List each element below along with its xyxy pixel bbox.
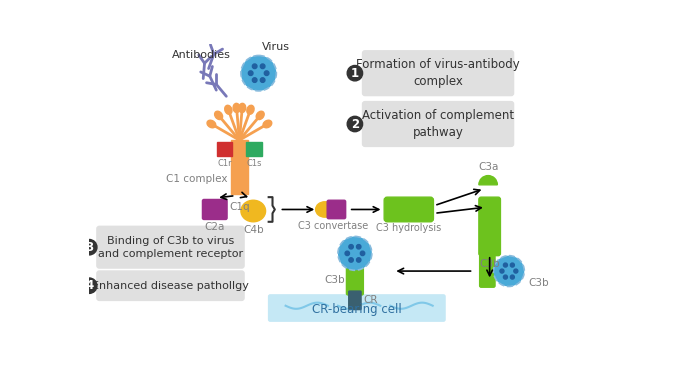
Circle shape: [360, 251, 365, 255]
Circle shape: [349, 244, 354, 249]
Text: C1 complex: C1 complex: [167, 174, 228, 184]
Text: 2: 2: [351, 117, 359, 131]
FancyBboxPatch shape: [349, 291, 361, 310]
Wedge shape: [479, 176, 497, 185]
Ellipse shape: [247, 105, 254, 114]
FancyBboxPatch shape: [96, 226, 245, 269]
Ellipse shape: [256, 111, 264, 120]
Text: CR: CR: [363, 295, 378, 305]
FancyBboxPatch shape: [480, 252, 495, 287]
Ellipse shape: [239, 103, 246, 113]
Circle shape: [356, 258, 361, 262]
Circle shape: [253, 78, 257, 82]
Text: 1: 1: [351, 67, 359, 80]
Circle shape: [253, 64, 257, 68]
FancyBboxPatch shape: [268, 294, 446, 322]
Text: C3 convertase: C3 convertase: [298, 221, 368, 231]
Circle shape: [514, 269, 518, 273]
Circle shape: [510, 275, 514, 279]
Ellipse shape: [233, 103, 240, 113]
Text: C3b: C3b: [480, 259, 500, 269]
Text: 4: 4: [85, 279, 93, 292]
Text: Binding of C3b to virus
and complement receptor: Binding of C3b to virus and complement r…: [98, 236, 243, 259]
Text: C1s: C1s: [246, 158, 262, 168]
Ellipse shape: [207, 120, 216, 128]
FancyBboxPatch shape: [384, 197, 433, 222]
Bar: [217, 142, 232, 156]
Circle shape: [503, 263, 507, 267]
Text: C4b: C4b: [243, 225, 264, 235]
FancyBboxPatch shape: [479, 197, 500, 256]
Circle shape: [494, 256, 524, 287]
Text: C1r: C1r: [218, 158, 232, 168]
Text: Antibodies: Antibodies: [172, 50, 230, 60]
Circle shape: [81, 239, 97, 255]
Ellipse shape: [316, 202, 334, 217]
FancyBboxPatch shape: [362, 50, 514, 96]
Circle shape: [510, 263, 514, 267]
Ellipse shape: [225, 105, 232, 114]
Bar: [246, 142, 262, 156]
Text: 3: 3: [85, 241, 93, 254]
FancyBboxPatch shape: [96, 270, 245, 301]
FancyBboxPatch shape: [346, 265, 363, 295]
Circle shape: [260, 78, 265, 82]
Text: CR-bearing cell: CR-bearing cell: [312, 303, 402, 316]
Text: C1q: C1q: [229, 202, 250, 212]
Circle shape: [241, 56, 276, 91]
Circle shape: [260, 64, 265, 68]
Text: Activation of complement
pathway: Activation of complement pathway: [362, 109, 514, 139]
Text: C3 hydrolysis: C3 hydrolysis: [376, 223, 442, 232]
Circle shape: [248, 71, 253, 75]
Ellipse shape: [215, 111, 223, 120]
Text: C3b: C3b: [528, 278, 549, 288]
Circle shape: [81, 278, 97, 294]
Circle shape: [347, 116, 363, 132]
Circle shape: [345, 251, 349, 255]
Text: Enhanced disease pathollgy: Enhanced disease pathollgy: [92, 281, 249, 291]
Circle shape: [503, 275, 507, 279]
Circle shape: [500, 269, 504, 273]
Circle shape: [349, 258, 354, 262]
Bar: [231, 140, 248, 194]
Text: C2a: C2a: [204, 222, 225, 232]
Circle shape: [356, 244, 361, 249]
Circle shape: [265, 71, 269, 75]
Text: C3b: C3b: [324, 275, 345, 285]
FancyBboxPatch shape: [202, 199, 227, 220]
Text: Virus: Virus: [262, 42, 290, 52]
Ellipse shape: [263, 120, 272, 128]
Text: C3a: C3a: [478, 162, 498, 172]
Circle shape: [338, 236, 372, 270]
Circle shape: [347, 66, 363, 81]
FancyBboxPatch shape: [362, 101, 514, 147]
Text: Formation of virus-antibody
complex: Formation of virus-antibody complex: [356, 58, 520, 88]
FancyBboxPatch shape: [327, 200, 346, 219]
Ellipse shape: [241, 200, 265, 222]
